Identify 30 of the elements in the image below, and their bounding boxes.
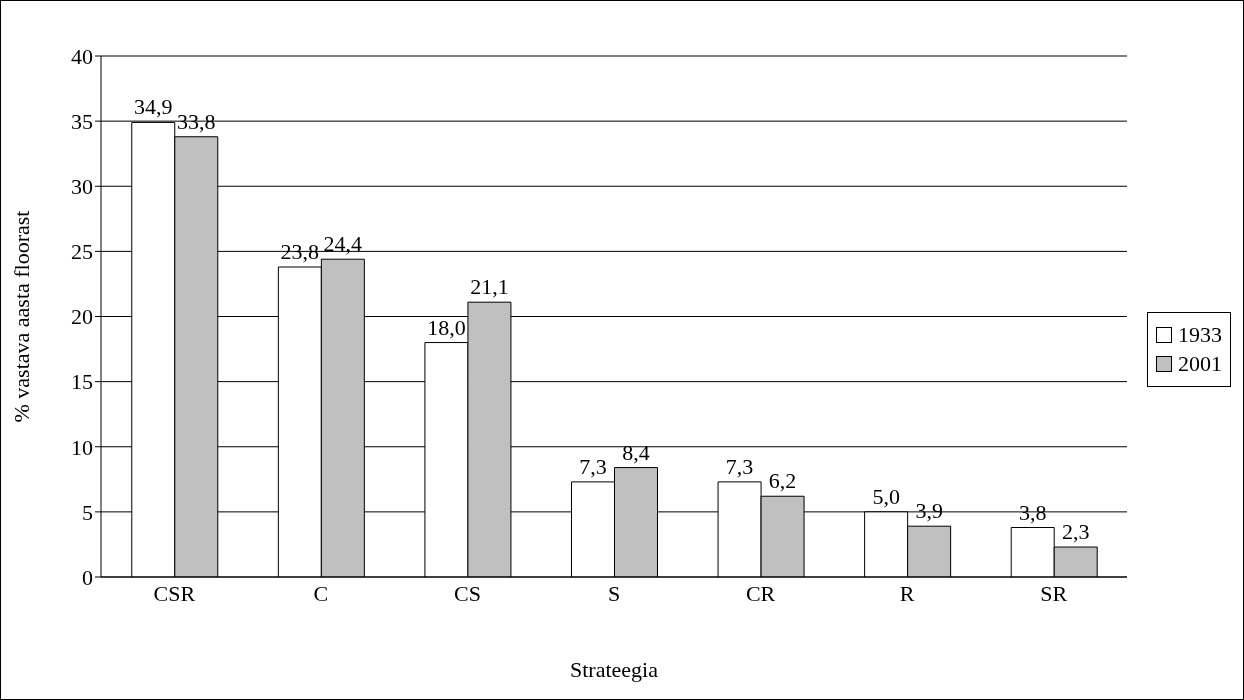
y-tick-label: 40	[71, 43, 93, 69]
y-tick-label: 10	[71, 434, 93, 460]
data-label: 21,1	[470, 274, 509, 300]
legend-label: 2001	[1178, 350, 1222, 377]
x-axis-title: Strateegia	[570, 657, 659, 682]
data-label: 24,4	[323, 231, 363, 257]
data-label: 8,4	[622, 439, 650, 465]
x-tick-label: C	[313, 580, 329, 606]
data-label: 34,9	[134, 94, 173, 120]
y-tick-label: 25	[71, 239, 93, 265]
y-tick-label: 30	[71, 174, 93, 200]
y-tick-label: 5	[82, 499, 93, 525]
y-tick-label: 15	[71, 369, 93, 395]
data-label: 18,0	[427, 314, 466, 340]
data-label: 7,3	[579, 453, 607, 479]
data-label: 5,0	[872, 483, 900, 509]
legend-label: 1933	[1178, 321, 1222, 348]
y-tick-label: 0	[82, 564, 93, 590]
y-tick-label: 20	[71, 304, 93, 330]
y-tick-label: 35	[71, 108, 93, 134]
x-tick-label: CSR	[153, 580, 196, 606]
x-tick-label: S	[607, 580, 621, 606]
data-label: 6,2	[768, 468, 797, 494]
data-label: 2,3	[1061, 519, 1090, 545]
x-tick-label: SR	[1040, 580, 1068, 606]
x-tick-label: CR	[745, 580, 776, 606]
data-label: 7,3	[725, 453, 754, 479]
x-tick-label: CS	[453, 580, 481, 606]
x-tick-label: R	[899, 580, 915, 606]
y-axis-title: % vastava aasta floorast	[8, 210, 34, 423]
